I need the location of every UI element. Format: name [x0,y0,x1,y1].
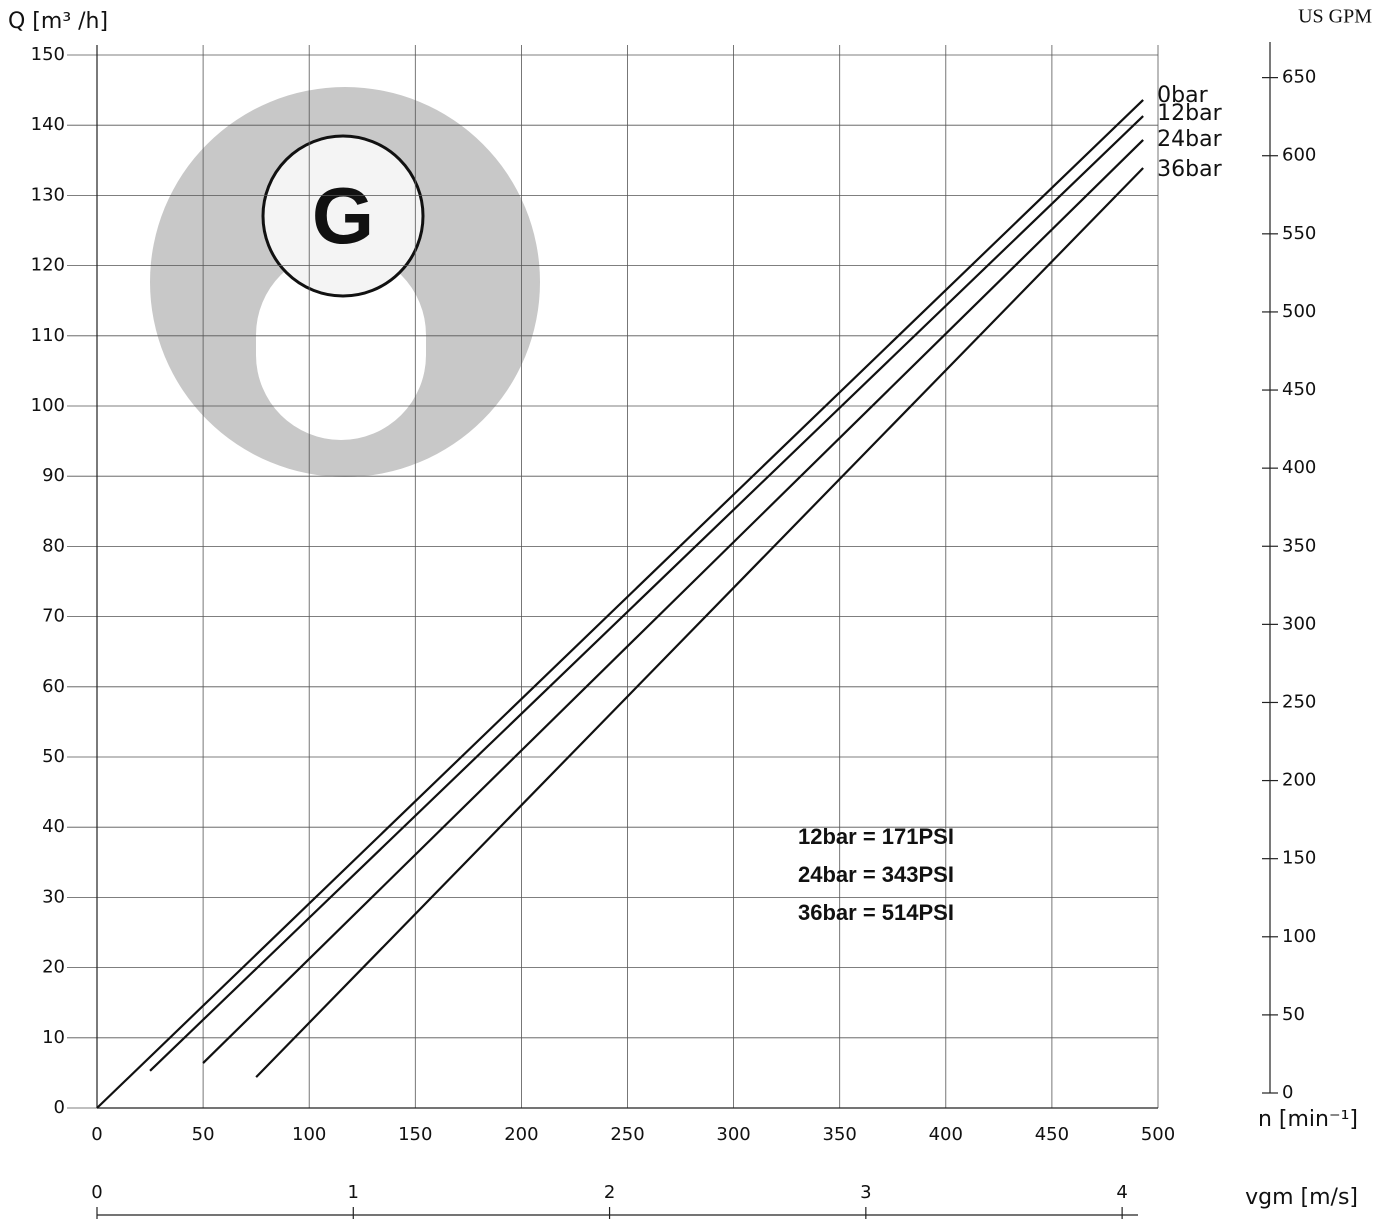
series-label: 12bar [1157,101,1222,126]
y2-tick-label: 200 [1282,770,1316,791]
x2-tick-label: 2 [604,1182,615,1203]
y-tick-label: 110 [31,325,65,346]
series-line [255,167,1144,1078]
series-label: 0bar [1157,83,1208,108]
y-tick-label: 40 [42,816,65,837]
y2-tick-label: 250 [1282,691,1316,712]
y2-tick-label: 0 [1282,1082,1293,1103]
x2-tick-label: 4 [1116,1182,1127,1203]
x-tick-label: 50 [192,1124,215,1145]
y2-tick-label: 150 [1282,848,1316,869]
x-axis-label: n [min⁻¹] [1258,1107,1358,1132]
y-tick-label: 20 [42,957,65,978]
y2-tick-label: 100 [1282,926,1316,947]
y2-tick-label: 500 [1282,301,1316,322]
y-tick-label: 100 [31,395,65,416]
y-tick-label: 130 [31,184,65,205]
y2-tick-label: 450 [1282,379,1316,400]
x-tick-label: 100 [292,1124,326,1145]
x-tick-label: 450 [1035,1124,1069,1145]
annotation: 12bar = 171PSI [798,824,954,849]
logo-circle [261,134,425,298]
logo-u [256,250,426,440]
series-label: 36bar [1157,157,1222,182]
x-tick-label: 400 [929,1124,963,1145]
logo: G [150,87,540,477]
y-tick-label: 10 [42,1027,65,1048]
x2-tick-label: 3 [860,1182,871,1203]
x-tick-label: 200 [504,1124,538,1145]
annotation: 36bar = 514PSI [798,900,954,925]
y2-tick-label: 50 [1282,1004,1305,1025]
x2-axis-label: vgm [m/s] [1245,1185,1358,1210]
y-tick-label: 0 [54,1097,65,1118]
y-tick-label: 80 [42,535,65,556]
y2-tick-label: 300 [1282,613,1316,634]
logo-text: G [312,171,374,260]
y2-tick-label: 600 [1282,145,1316,166]
y-tick-label: 60 [42,676,65,697]
y2-tick-label: 350 [1282,535,1316,556]
annotation: 24bar = 343PSI [798,862,954,887]
y-tick-label: 30 [42,886,65,907]
y-tick-label: 50 [42,746,65,767]
x2-tick-label: 1 [348,1182,359,1203]
series-line [96,99,1144,1109]
y2-tick-label: 400 [1282,457,1316,478]
series-line [149,115,1144,1072]
y-tick-label: 90 [42,465,65,486]
x-tick-label: 300 [716,1124,750,1145]
y-axis-label: Q [m³ /h] [8,9,108,34]
y-tick-label: 140 [31,114,65,135]
series-line [202,139,1144,1064]
y-tick-label: 150 [31,44,65,65]
x-tick-label: 150 [398,1124,432,1145]
x-tick-label: 350 [823,1124,857,1145]
x-tick-label: 500 [1141,1124,1175,1145]
y-tick-label: 120 [31,255,65,276]
y2-tick-label: 650 [1282,67,1316,88]
y2-tick-label: 550 [1282,223,1316,244]
series-label: 24bar [1157,127,1222,152]
y-tick-label: 70 [42,606,65,627]
x-tick-label: 250 [610,1124,644,1145]
y2-axis-label: US GPM [1298,6,1372,28]
x2-tick-label: 0 [91,1182,102,1203]
x-tick-label: 0 [91,1124,102,1145]
